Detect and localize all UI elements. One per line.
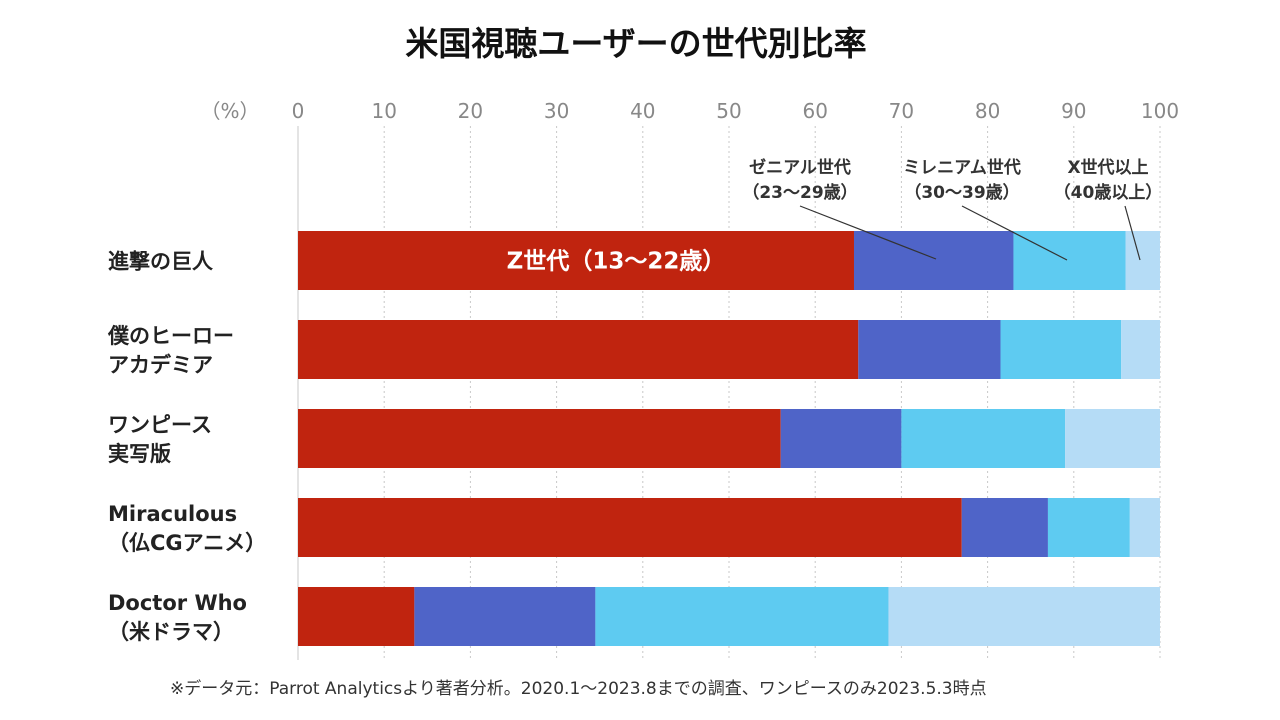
x-tick-label: 90 <box>1061 99 1086 123</box>
x-tick-label: 50 <box>716 99 741 123</box>
unit-label: （%） <box>200 99 259 123</box>
millennial-generation-label: （30〜39歳） <box>904 182 1019 203</box>
chart-title: 米国視聴ユーザーの世代別比率 <box>405 24 866 63</box>
bar-segment <box>298 498 962 557</box>
x-tick-label: 100 <box>1141 99 1179 123</box>
bar-segment <box>1013 231 1126 290</box>
bar-segment <box>298 320 859 379</box>
bars <box>298 231 1160 646</box>
x-tick-label: 40 <box>630 99 655 123</box>
category-label: 進撃の巨人 <box>108 250 213 274</box>
x-tick-label: 30 <box>544 99 569 123</box>
bar-segment <box>1047 498 1130 557</box>
bar-segment <box>595 587 889 646</box>
bar-segment <box>888 587 1160 646</box>
category-label: 僕のヒーロー <box>107 324 234 348</box>
bar-segment <box>1129 498 1160 557</box>
genx-generation-label: X世代以上 <box>1067 157 1148 178</box>
category-label: Miraculous <box>108 502 237 526</box>
x-tick-label: 70 <box>889 99 914 123</box>
zenial-leader-line <box>799 205 937 260</box>
category-label: （米ドラマ） <box>108 620 234 644</box>
bar-segment <box>298 587 415 646</box>
bar-segment <box>858 320 1001 379</box>
z-generation-label: Z世代（13〜22歳） <box>507 248 726 275</box>
x-tick-label: 10 <box>371 99 396 123</box>
category-label: （仏CGアニメ） <box>108 531 266 555</box>
bar-segment <box>298 231 854 290</box>
millennial-leader-line <box>961 205 1068 261</box>
bar-segment <box>414 587 596 646</box>
gridlines <box>297 126 1161 660</box>
zenial-generation-label: ゼニアル世代 <box>749 157 851 178</box>
category-label: 実写版 <box>108 442 171 466</box>
bar-segment <box>1125 231 1160 290</box>
annotations: Z世代（13〜22歳） ゼニアル世代 （23〜29歳） ミレニアム世代 （30〜39歳）… <box>507 157 1163 275</box>
category-label: ワンピース <box>108 413 212 437</box>
x-tick-label: 80 <box>975 99 1000 123</box>
x-tick-label: 20 <box>458 99 483 123</box>
bar-segment <box>1065 409 1160 468</box>
x-tick-label: 60 <box>802 99 827 123</box>
zenial-generation-label: （23〜29歳） <box>742 182 857 203</box>
bar-segment <box>853 231 1014 290</box>
genx-generation-label: （40歳以上） <box>1054 182 1163 203</box>
bar-segment <box>298 409 781 468</box>
bar-segment <box>780 409 902 468</box>
category-label: Doctor Who <box>108 591 247 615</box>
bar-segment <box>901 409 1066 468</box>
bar-segment <box>1121 320 1160 379</box>
x-tick-labels: 0 10 20 30 40 50 60 70 80 90 100 <box>292 99 1179 123</box>
genx-leader-line <box>1124 205 1141 261</box>
bar-segment <box>1000 320 1122 379</box>
x-tick-label: 0 <box>292 99 305 123</box>
category-label: アカデミア <box>108 353 213 377</box>
source-note: ※データ元：Parrot Analyticsより著者分析。2020.1〜2023… <box>170 678 987 699</box>
millennial-generation-label: ミレニアム世代 <box>903 157 1021 178</box>
bar-segment <box>961 498 1048 557</box>
